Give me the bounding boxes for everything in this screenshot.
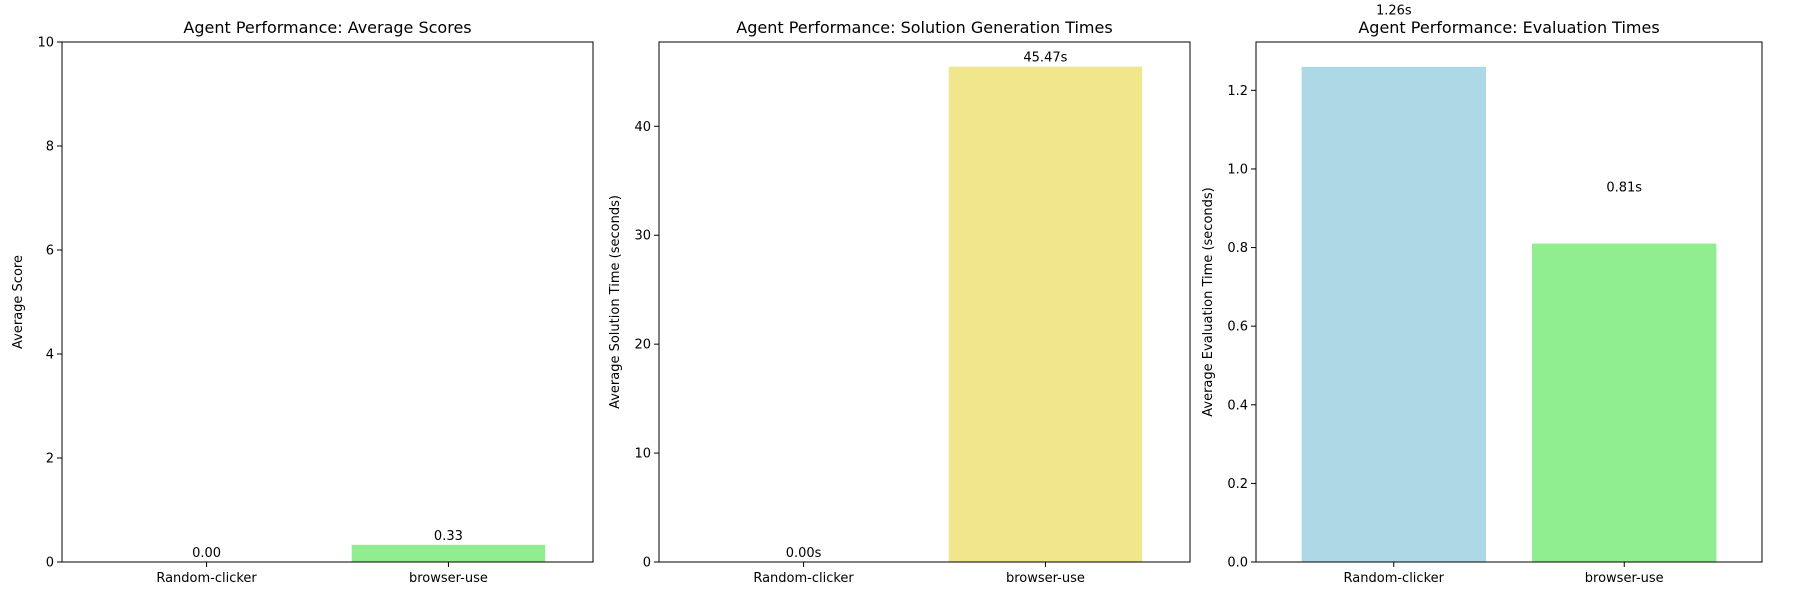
y-tick-label: 0.6	[1227, 320, 1248, 335]
y-tick-label: 0.8	[1227, 241, 1248, 256]
data-label: 45.47s	[1023, 51, 1067, 66]
y-tick-label: 8	[46, 140, 54, 155]
y-tick-label: 0.4	[1227, 398, 1248, 413]
y-axis-label: Average Solution Time (seconds)	[608, 195, 623, 409]
y-tick-label: 10	[37, 36, 54, 51]
chart-panel-3: 1.26s 0.81s 0.0 0.2 0.4 0.6 0.8 1.0 1.2 Random-cl…	[1201, 4, 1763, 586]
bar-browser-use	[351, 544, 546, 562]
y-tick-label: 6	[46, 244, 54, 259]
y-tick-label: 2	[46, 452, 54, 467]
y-tick-label: 1.2	[1227, 84, 1248, 99]
data-label: 0.81s	[1606, 181, 1642, 196]
axes-frame	[1255, 41, 1763, 563]
y-tick-label: 0	[643, 556, 651, 571]
axes-frame	[61, 41, 594, 563]
bar-random-clicker	[1301, 66, 1486, 563]
chart-title: Agent Performance: Evaluation Times	[1358, 18, 1659, 37]
y-tick-label: 30	[634, 229, 651, 244]
x-tick-label: Random-clicker	[1344, 571, 1445, 586]
y-tick-label: 0.2	[1227, 477, 1248, 492]
data-label: 1.26s	[1376, 4, 1412, 19]
data-label: 0.00s	[786, 546, 822, 561]
y-tick-label: 0.0	[1227, 556, 1248, 571]
y-axis-label: Average Evaluation Time (seconds)	[1201, 187, 1216, 416]
y-tick-label: 1.0	[1227, 162, 1248, 177]
y-tick-label: 20	[634, 338, 651, 353]
x-tick-label: browser-use	[1585, 571, 1664, 586]
y-tick-label: 0	[46, 556, 54, 571]
x-tick-label: browser-use	[409, 571, 488, 586]
axes-frame	[658, 41, 1191, 563]
chart-panel-2: 0.00s 45.47s 0 10 20 30 40 Random-clicker browse…	[608, 18, 1191, 586]
y-tick-label: 10	[634, 447, 651, 462]
chart-title: Agent Performance: Average Scores	[183, 18, 471, 37]
y-tick-label: 4	[46, 348, 54, 363]
chart-title: Agent Performance: Solution Generation T…	[736, 18, 1112, 37]
bar-browser-use	[1532, 243, 1717, 562]
y-tick-label: 40	[634, 120, 651, 135]
x-tick-label: Random-clicker	[156, 571, 257, 586]
data-label: 0.33	[434, 529, 463, 544]
x-tick-label: browser-use	[1006, 571, 1085, 586]
bar-browser-use	[948, 66, 1143, 562]
chart-panel-1: 0.00 0.33 0 2 4 6 8 10 Random-clicker browser-use…	[11, 18, 594, 586]
y-axis-label: Average Score	[11, 255, 26, 349]
x-tick-label: Random-clicker	[753, 571, 854, 586]
data-label: 0.00	[192, 546, 221, 561]
